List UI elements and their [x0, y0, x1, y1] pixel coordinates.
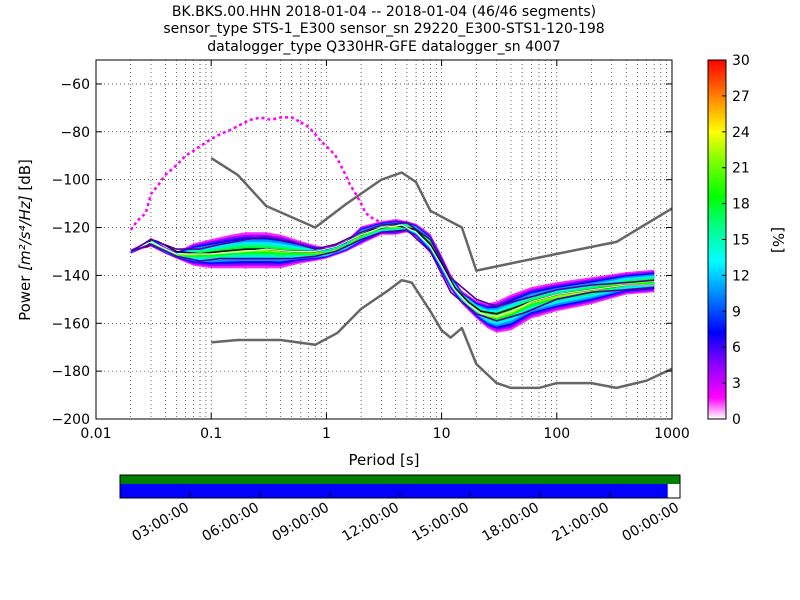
series-lines — [129, 116, 672, 390]
colorbar-tick-label: 27 — [732, 89, 750, 105]
chart-title-line-2: sensor_type STS-1_E300 sensor_sn 29220_E… — [163, 21, 604, 37]
colorbar-tick-label: 12 — [732, 268, 750, 284]
series-line-scatter-upper — [129, 116, 302, 231]
x-axis-label: Period [s] — [348, 451, 419, 469]
series-line-mode — [130, 224, 655, 315]
series-line-scatter-upper-2 — [300, 121, 382, 224]
colorbar-ticks: 0 3 6 9 12 15 18 21 24 27 30 — [722, 53, 750, 428]
timeline-bottom-bar — [120, 484, 668, 498]
x-tick-label: 1 — [322, 426, 331, 442]
colorbar-tick-label: 0 — [732, 412, 741, 428]
timeline-tick-label: 00:00:00 — [620, 500, 682, 545]
colorbar-tick-label: 15 — [732, 233, 750, 249]
series-line-percentile-lower — [130, 229, 655, 322]
x-tick-label: 1000 — [654, 426, 690, 442]
y-axis-label-prefix: Power — [16, 271, 34, 321]
y-tick-label: −140 — [52, 268, 90, 284]
colorbar-tick-label: 24 — [732, 125, 750, 141]
timeline-tick-label: 12:00:00 — [340, 500, 402, 545]
y-axis-label: Power [m²/s⁴/Hz] [dB] — [16, 159, 34, 321]
timeline-tick-label: 21:00:00 — [550, 500, 612, 545]
y-tick-label: −60 — [60, 77, 90, 93]
colorbar-tick-label: 21 — [732, 161, 750, 177]
colorbar-tick-label: 6 — [732, 340, 741, 356]
x-tick-label: 10 — [433, 426, 451, 442]
y-tick-label: −180 — [52, 364, 90, 380]
plot-frame — [95, 59, 673, 420]
x-tick-label: 0.01 — [80, 426, 111, 442]
timeline-top-bar — [120, 475, 680, 484]
y-axis-label-suffix: [dB] — [16, 159, 34, 195]
timeline-tick-label: 03:00:00 — [130, 500, 192, 545]
axis-ticks: 0.01 0.1 1 10 100 1000 −200 −180 −160 −140 −120 −10… — [52, 60, 690, 442]
series-line-mean — [130, 224, 655, 317]
timeline-ticks: 03:00:00 06:00:00 09:00:00 12:00:00 15:00:00… — [130, 492, 682, 545]
y-axis-label-units: [m²/s⁴/Hz] — [16, 195, 34, 271]
timeline-tick-label: 09:00:00 — [270, 500, 332, 545]
y-tick-label: −200 — [52, 412, 90, 428]
colorbar-tick-label: 3 — [732, 376, 741, 392]
chart-title-line-1: BK.BKS.00.HHN 2018-01-04 -- 2018-01-04 (… — [172, 4, 596, 20]
chart-title-line-3: datalogger_type Q330HR-GFE datalogger_sn… — [207, 39, 560, 55]
y-tick-label: −100 — [52, 173, 90, 189]
colorbar-tick-label: 9 — [732, 304, 741, 320]
series-line-NHNM — [210, 157, 672, 272]
timeline-tick-label: 18:00:00 — [480, 500, 542, 545]
y-tick-label: −120 — [52, 221, 90, 237]
colorbar-label: [%] — [769, 227, 787, 253]
series-line-percentile-upper — [130, 221, 655, 308]
x-tick-label: 100 — [543, 426, 570, 442]
colorbar-tick-label: 30 — [732, 53, 750, 69]
plot-area — [96, 60, 672, 419]
timeline-tick-label: 15:00:00 — [410, 500, 472, 545]
timeline-tick-label: 06:00:00 — [200, 500, 262, 545]
colorbar-tick-label: 18 — [732, 197, 750, 213]
x-tick-label: 0.1 — [200, 426, 222, 442]
series-line-NLNM — [211, 278, 672, 390]
y-tick-label: −80 — [60, 125, 90, 141]
y-tick-label: −160 — [52, 316, 90, 332]
